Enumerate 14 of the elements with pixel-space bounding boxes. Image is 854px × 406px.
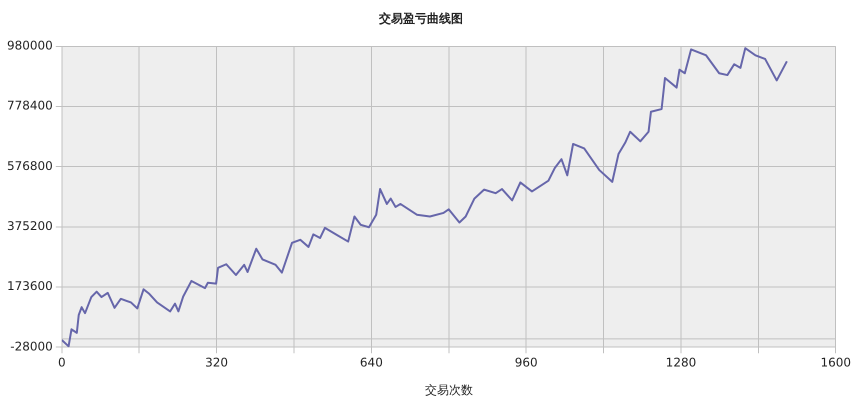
y-tick-label: 980000	[6, 38, 53, 53]
x-tick-label: 0	[58, 356, 66, 370]
y-tick-label: 576800	[6, 158, 53, 173]
y-tick-label: -28000	[10, 339, 53, 354]
y-tick-label: 375200	[6, 219, 53, 234]
chart-title: 交易盈亏曲线图	[378, 11, 463, 26]
x-tick-label: 320	[205, 356, 228, 370]
x-tick-label: 640	[360, 356, 383, 370]
x-tick-label: 1600	[820, 356, 852, 370]
y-tick-label: 778400	[6, 98, 53, 113]
x-axis-title: 交易次数	[424, 382, 473, 397]
x-tick-label: 960	[514, 356, 538, 370]
x-tick-label: 1280	[666, 356, 696, 370]
y-tick-label: 173600	[6, 279, 53, 294]
